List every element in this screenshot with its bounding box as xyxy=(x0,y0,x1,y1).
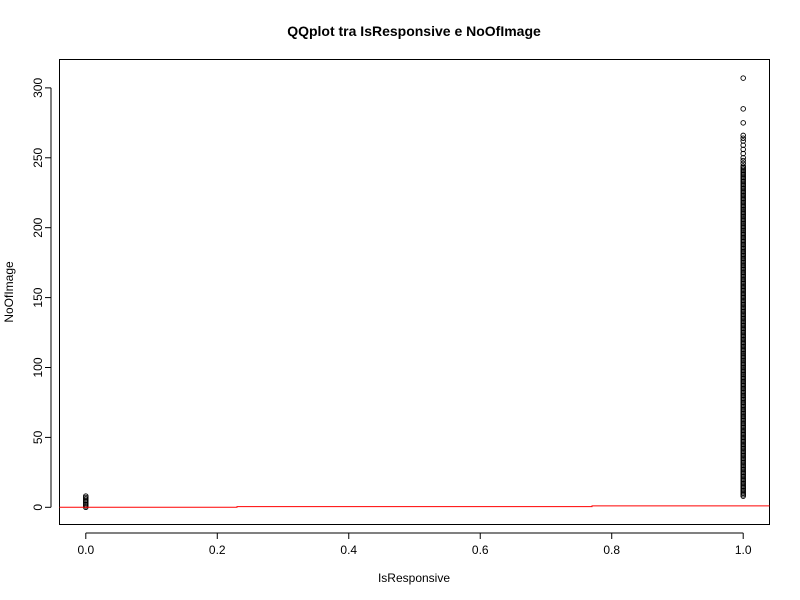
data-point xyxy=(740,157,746,164)
data-point xyxy=(740,132,746,139)
y-tick-label: 250 xyxy=(31,147,45,167)
y-tick-label: 100 xyxy=(31,357,45,377)
y-tick-label: 0 xyxy=(31,504,45,511)
x-tick-label: 0.2 xyxy=(209,543,226,557)
y-tick-label: 50 xyxy=(31,430,45,444)
y-axis: 0 50 100 150 200 250 300 xyxy=(31,78,52,511)
x-tick-label: 0.0 xyxy=(77,543,94,557)
y-axis-label: NoOfImage xyxy=(2,261,16,323)
data-points xyxy=(83,75,746,511)
x-tick-label: 1.0 xyxy=(735,543,752,557)
x-tick-label: 0.8 xyxy=(603,543,620,557)
data-point xyxy=(740,135,746,141)
data-point xyxy=(740,160,746,167)
y-tick-label: 300 xyxy=(31,78,45,98)
y-tick-label: 200 xyxy=(31,217,45,237)
x-tick-label: 0.4 xyxy=(340,543,357,557)
data-point xyxy=(740,75,746,81)
reference-line xyxy=(59,505,770,508)
plot-box xyxy=(59,59,770,525)
x-axis-label: IsResponsive xyxy=(378,571,450,585)
x-axis: 0.0 0.2 0.4 0.6 0.8 1.0 xyxy=(77,532,752,557)
x-tick-label: 0.6 xyxy=(472,543,489,557)
data-point xyxy=(740,120,746,126)
data-point xyxy=(740,138,746,144)
data-point xyxy=(740,163,746,169)
data-point xyxy=(740,106,746,112)
data-point xyxy=(83,493,89,499)
chart-title: QQplot tra IsResponsive e NoOfImage xyxy=(287,23,541,39)
reference-line-group xyxy=(59,505,770,508)
y-tick-label: 150 xyxy=(31,287,45,307)
